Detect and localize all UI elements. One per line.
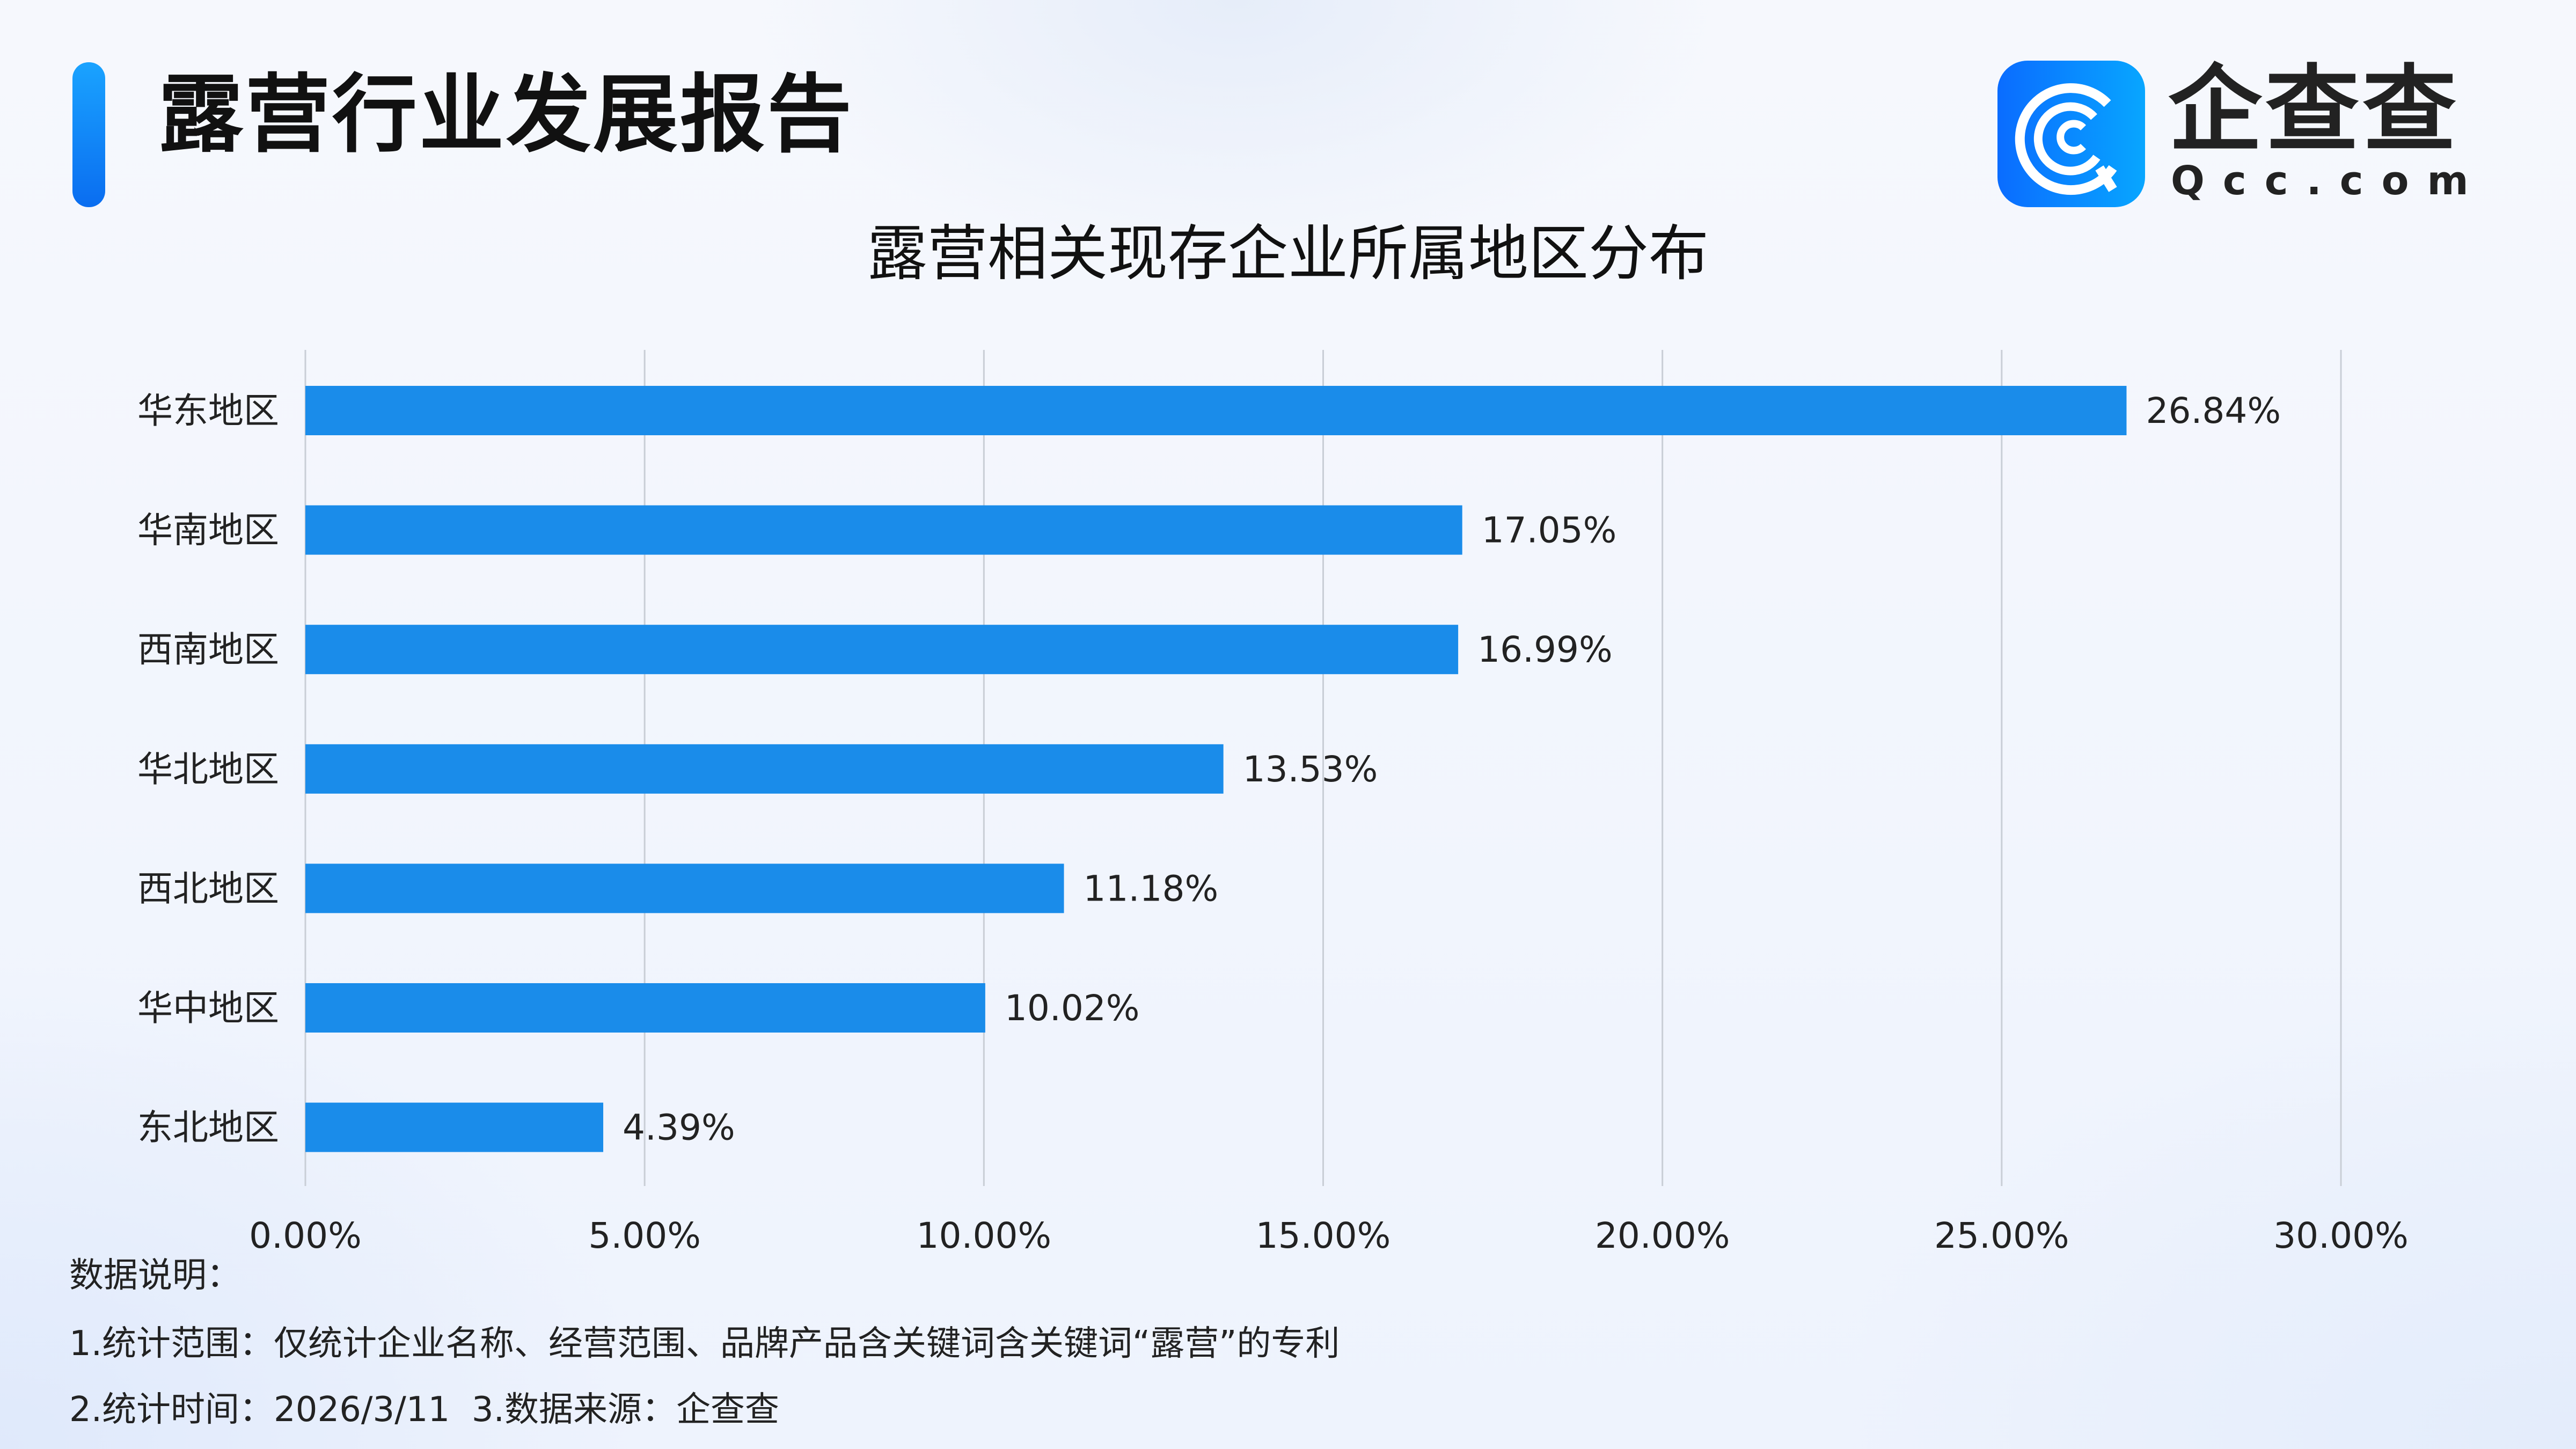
category-label: 华东地区 <box>137 390 279 431</box>
data-label: 17.05% <box>1482 510 1617 551</box>
data-label: 10.02% <box>1005 987 1140 1029</box>
category-label: 东北地区 <box>137 1107 279 1148</box>
title-accent-bar <box>72 62 105 207</box>
bar <box>305 744 1224 794</box>
category-label: 华北地区 <box>137 749 279 790</box>
bar <box>305 1102 604 1152</box>
x-tick-label: 25.00% <box>1934 1215 2069 1256</box>
bar <box>305 983 985 1033</box>
category-label: 华中地区 <box>137 987 279 1029</box>
x-tick-label: 10.00% <box>916 1215 1051 1256</box>
x-tick-label: 15.00% <box>1256 1215 1391 1256</box>
category-label: 西南地区 <box>137 629 279 670</box>
notes-heading: 数据说明： <box>69 1256 241 1296</box>
data-label: 11.18% <box>1084 868 1219 909</box>
data-label: 26.84% <box>2146 390 2281 431</box>
bar <box>305 386 2127 435</box>
logo-domain: Qcc.com <box>2171 158 2487 204</box>
x-tick-label: 30.00% <box>2273 1215 2409 1256</box>
notes-line-2: 2.统计时间：2026/3/11 3.数据来源：企查查 <box>69 1390 779 1430</box>
x-tick-label: 20.00% <box>1595 1215 1730 1256</box>
category-label: 华南地区 <box>137 510 279 551</box>
category-label: 西北地区 <box>137 868 279 909</box>
data-label: 4.39% <box>623 1107 735 1148</box>
bar <box>305 505 1462 555</box>
page-title: 露营行业发展报告 <box>158 65 854 164</box>
data-label: 13.53% <box>1243 749 1378 790</box>
chart-title: 露营相关现存企业所属地区分布 <box>867 219 1709 289</box>
logo-wordmark: 企查查 <box>2168 56 2460 165</box>
x-tick-label: 0.00% <box>249 1215 362 1256</box>
notes-line-1: 1.统计范围：仅统计企业名称、经营范围、品牌产品含关键词含关键词“露营”的专利 <box>69 1324 1340 1364</box>
bar <box>305 863 1064 913</box>
data-label: 16.99% <box>1477 629 1613 670</box>
qcc-logo-icon <box>1997 61 2145 207</box>
x-tick-label: 5.00% <box>588 1215 701 1256</box>
bar <box>305 625 1459 675</box>
